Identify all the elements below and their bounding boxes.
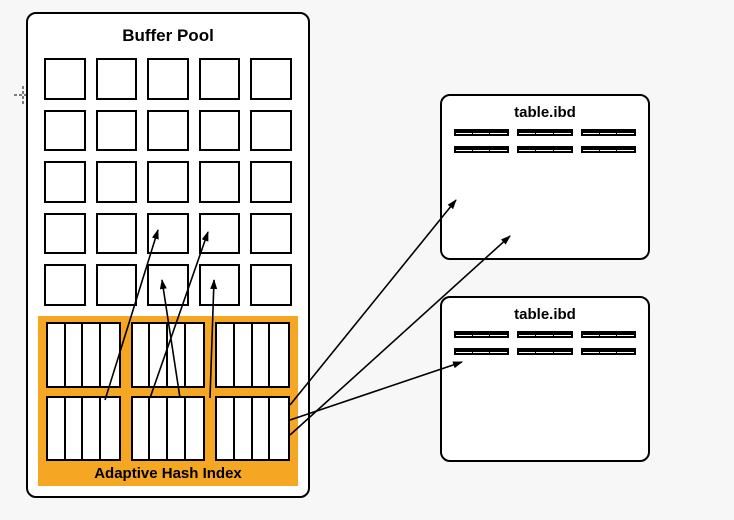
buffer-pool-page	[96, 264, 138, 306]
buffer-pool-page	[250, 58, 292, 100]
ahi-block	[215, 322, 290, 388]
buffer-pool-page	[147, 213, 189, 255]
ahi-label: Adaptive Hash Index	[46, 465, 290, 482]
tablespace-page	[517, 129, 572, 136]
adaptive-hash-index-region: Adaptive Hash Index	[38, 316, 298, 486]
tablespace-page	[581, 331, 636, 338]
tablespace-page	[517, 331, 572, 338]
ahi-block-grid	[46, 322, 290, 461]
arrow	[290, 362, 462, 420]
tablespace-panel-1: table.ibd	[440, 94, 650, 260]
tablespace-page	[454, 331, 509, 338]
buffer-pool-page	[147, 161, 189, 203]
ahi-block	[215, 396, 290, 462]
buffer-pool-page	[96, 213, 138, 255]
buffer-pool-page-grid	[40, 56, 296, 306]
buffer-pool-page	[250, 264, 292, 306]
ahi-block	[46, 322, 121, 388]
tablespace-2-block-grid	[452, 329, 638, 357]
ahi-block	[131, 322, 206, 388]
buffer-pool-page	[147, 110, 189, 152]
tablespace-page	[517, 146, 572, 153]
tablespace-page	[581, 129, 636, 136]
tablespace-2-title: table.ibd	[452, 306, 638, 323]
buffer-pool-page	[44, 110, 86, 152]
buffer-pool-page	[199, 110, 241, 152]
buffer-pool-page	[96, 110, 138, 152]
buffer-pool-page	[44, 213, 86, 255]
tablespace-page	[581, 146, 636, 153]
buffer-pool-page	[147, 264, 189, 306]
tablespace-page	[454, 129, 509, 136]
ahi-block	[46, 396, 121, 462]
buffer-pool-page	[44, 264, 86, 306]
buffer-pool-page	[250, 161, 292, 203]
buffer-pool-panel: Buffer Pool Adaptive Hash Index	[26, 12, 310, 498]
buffer-pool-page	[96, 161, 138, 203]
tablespace-page	[454, 348, 509, 355]
buffer-pool-title: Buffer Pool	[40, 26, 296, 46]
buffer-pool-page	[199, 213, 241, 255]
diagram-canvas: Buffer Pool Adaptive Hash Index table.ib…	[0, 0, 734, 520]
buffer-pool-page	[147, 58, 189, 100]
buffer-pool-page	[199, 58, 241, 100]
buffer-pool-page	[199, 264, 241, 306]
buffer-pool-page	[96, 58, 138, 100]
buffer-pool-page	[44, 58, 86, 100]
tablespace-page	[517, 348, 572, 355]
buffer-pool-page	[250, 110, 292, 152]
buffer-pool-page	[199, 161, 241, 203]
tablespace-page	[454, 146, 509, 153]
tablespace-1-block-grid	[452, 127, 638, 155]
buffer-pool-page	[250, 213, 292, 255]
buffer-pool-page	[44, 161, 86, 203]
tablespace-1-title: table.ibd	[452, 104, 638, 121]
ahi-block	[131, 396, 206, 462]
arrow	[290, 200, 456, 405]
tablespace-panel-2: table.ibd	[440, 296, 650, 462]
tablespace-page	[581, 348, 636, 355]
